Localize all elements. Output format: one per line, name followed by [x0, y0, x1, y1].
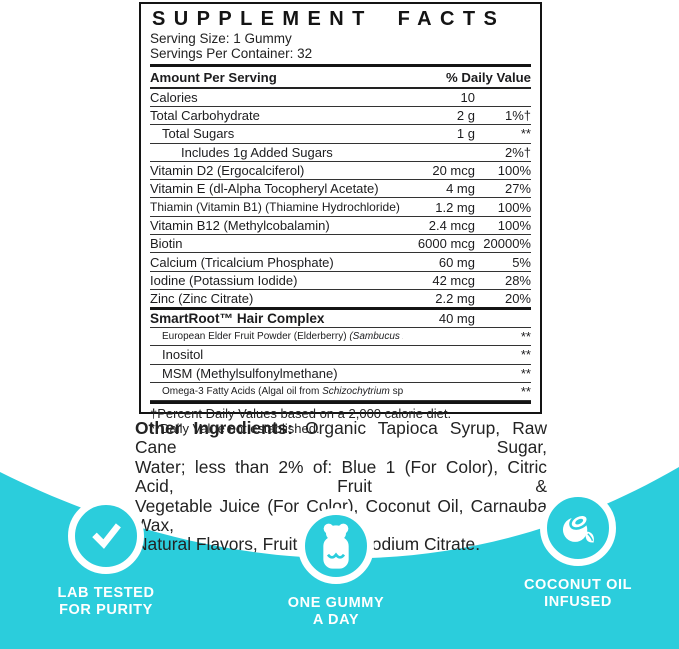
- serving-size-line: Serving Size: 1 Gummy: [150, 31, 292, 46]
- ingredients-line: Water; less than 2% of: Blue 1 (For Colo…: [135, 456, 547, 497]
- table-row: Includes 1g Added Sugars 2%†: [150, 144, 531, 162]
- nutrient-daily-value: 100%: [497, 163, 531, 179]
- table-row: Zinc (Zinc Citrate) 2.2 mg 20%: [150, 290, 531, 309]
- nutrient-daily-value: 100%: [497, 199, 531, 215]
- nutrient-name: Vitamin D2 (Ergocalciferol): [150, 163, 305, 179]
- badge-label: COCONUT OIL INFUSED: [523, 577, 633, 610]
- nutrient-amount: 2.2 mg: [435, 291, 475, 307]
- nutrient-amount: 1.2 mg: [435, 199, 475, 215]
- nutrient-name: Zinc (Zinc Citrate): [150, 291, 254, 307]
- nutrient-amount: 4 mg: [446, 181, 475, 197]
- nutrient-name: Thiamin (Vitamin B1) (Thiamine Hydrochlo…: [150, 200, 400, 215]
- table-row: Total Carbohydrate 2 g 1%†: [150, 107, 531, 126]
- nutrient-name: SmartRoot™ Hair Complex: [150, 310, 325, 326]
- amount-per-serving-header: Amount Per Serving: [150, 69, 277, 85]
- table-header-row: Amount Per Serving % Daily Value: [150, 67, 531, 89]
- other-ingredients-label: Other Ingredients:: [135, 418, 294, 438]
- nutrient-daily-value: **: [520, 384, 531, 400]
- nutrient-amount: 6000 mcg: [417, 236, 475, 252]
- nutrient-daily-value: **: [520, 126, 531, 142]
- nutrient-daily-value: **: [520, 365, 531, 381]
- table-row: Total Sugars 1 g **: [150, 125, 531, 144]
- table-row: Vitamin E (dl-Alpha Tocopheryl Acetate) 4…: [150, 180, 531, 199]
- nutrient-amount: 2.4 mcg: [428, 217, 475, 233]
- nutrient-daily-value: 1%†: [504, 108, 531, 124]
- nutrient-name: Biotin: [150, 236, 183, 252]
- supplement-facts-panel: SUPPLEMENT FACTS Serving Size: 1 Gummy S…: [139, 2, 542, 436]
- table-row: Iodine (Potassium Iodide) 42 mcg 28%: [150, 272, 531, 290]
- footnote-dagger: †Percent Daily Values based on a 2,000 c…: [150, 406, 452, 422]
- table-row: Thiamin (Vitamin B1) (Thiamine Hydrochlo…: [150, 198, 531, 217]
- nutrient-daily-value: 2%†: [504, 144, 531, 160]
- nutrient-daily-value: 27%: [504, 181, 531, 197]
- nutrient-name: European Elder Fruit Powder (Elderberry)…: [162, 331, 403, 343]
- table-row: Calories 10: [150, 89, 531, 107]
- table-row: Calcium (Tricalcium Phosphate) 60 mg 5%: [150, 253, 531, 272]
- table-row: Biotin 6000 mcg 20000%: [150, 235, 531, 254]
- nutrient-name: Vitamin B12 (Methylcobalamin): [150, 217, 330, 233]
- nutrient-name: Calcium (Tricalcium Phosphate): [150, 254, 334, 270]
- coconut-icon: [540, 490, 616, 566]
- nutrient-name: Iodine (Potassium Iodide): [150, 272, 298, 288]
- table-row: Inositol **: [150, 346, 531, 365]
- nutrient-amount: 20 mcg: [432, 163, 475, 179]
- nutrient-daily-value: 28%: [504, 272, 531, 288]
- badge-label: LAB TESTED FOR PURITY: [57, 585, 155, 618]
- facts-table: Calories 10 Total Carbohydrate 2 g 1%† Total …: [150, 89, 531, 402]
- nutrient-name: Vitamin E (dl-Alpha Tocopheryl Acetate): [150, 181, 379, 197]
- nutrient-name: Omega-3 Fatty Acids (Algal oil from Schi…: [162, 386, 403, 398]
- nutrient-name: Total Sugars: [162, 126, 235, 142]
- nutrient-amount: 10: [460, 89, 475, 105]
- nutrient-name: Calories: [150, 89, 198, 105]
- table-row: Omega-3 Fatty Acids (Algal oil from Schi…: [150, 383, 531, 402]
- badge-lab-tested: LAB TESTED FOR PURITY: [21, 498, 191, 618]
- footnotes: †Percent Daily Values based on a 2,000 c…: [150, 401, 531, 437]
- ingredients-line: Other Ingredients: Organic Tapioca Syrup…: [135, 418, 547, 458]
- nutrient-daily-value: 5%: [512, 254, 531, 270]
- nutrient-amount: 42 mcg: [432, 272, 475, 288]
- nutrient-daily-value: **: [520, 329, 531, 345]
- check-icon: [68, 498, 144, 574]
- table-row: Vitamin D2 (Ergocalciferol) 20 mcg 100%: [150, 162, 531, 181]
- nutrient-daily-value: **: [520, 347, 531, 363]
- nutrient-amount: 40 mg: [438, 310, 475, 326]
- nutrient-name: MSM (Methylsulfonylmethane): [162, 365, 338, 381]
- nutrient-name: Total Carbohydrate: [150, 108, 260, 124]
- footnote-asterisk: **Daily Value not established.: [150, 421, 320, 437]
- badge-coconut-oil: COCONUT OIL INFUSED: [493, 490, 663, 610]
- badge-label: ONE GUMMY A DAY: [287, 595, 385, 628]
- nutrient-daily-value: 20%: [504, 291, 531, 307]
- badge-one-gummy: ONE GUMMY A DAY: [251, 508, 421, 628]
- panel-title: SUPPLEMENT FACTS: [152, 8, 506, 30]
- daily-value-header: % Daily Value: [445, 69, 531, 85]
- nutrient-amount: 60 mg: [438, 254, 475, 270]
- nutrient-amount: 2 g: [456, 108, 475, 124]
- gummy-bear-icon: [298, 508, 374, 584]
- nutrient-name: Inositol: [162, 347, 204, 363]
- thick-divider: [150, 64, 531, 68]
- table-row: European Elder Fruit Powder (Elderberry)…: [150, 328, 531, 347]
- nutrient-daily-value: 20000%: [483, 236, 531, 252]
- nutrient-amount: 1 g: [456, 126, 475, 142]
- nutrient-daily-value: 100%: [497, 217, 531, 233]
- table-row: Vitamin B12 (Methylcobalamin) 2.4 mcg 100%: [150, 217, 531, 236]
- table-row: MSM (Methylsulfonylmethane) **: [150, 365, 531, 383]
- nutrient-name: Includes 1g Added Sugars: [181, 144, 333, 160]
- table-row: SmartRoot™ Hair Complex 40 mg: [150, 306, 531, 329]
- servings-per-container-line: Servings Per Container: 32: [150, 45, 313, 61]
- ingredients-line: Vegetable Juice (For Color), Coconut Oil…: [135, 495, 547, 536]
